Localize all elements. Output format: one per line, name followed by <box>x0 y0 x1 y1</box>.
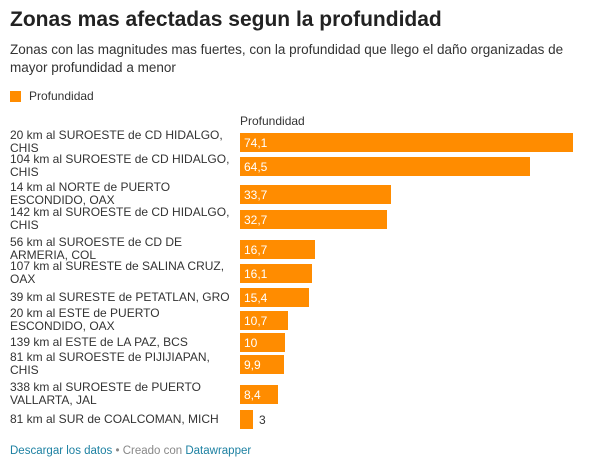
category-label: 39 km al SURESTE de PETATLAN, GRO <box>10 289 230 304</box>
category-label: 107 km al SURESTE de SALINA CRUZ, OAX <box>10 259 225 286</box>
bar-value-label: 16,1 <box>244 266 268 281</box>
bar-value-label: 3 <box>259 412 266 427</box>
bar-value-label: 64,5 <box>244 159 268 174</box>
category-label: 14 km al NORTE de PUERTO ESCONDIDO, OAX <box>10 180 171 207</box>
bar-value-label: 33,7 <box>244 187 268 202</box>
category-label: 81 km al SUR de COALCOMAN, MICH <box>10 411 219 426</box>
footer-separator: • Creado con <box>112 445 186 457</box>
bar <box>240 185 391 204</box>
bar-value-label: 9,9 <box>244 357 261 372</box>
bar <box>240 333 285 352</box>
chart-title: Zonas mas afectadas segun la profundidad <box>10 8 442 31</box>
category-label: 104 km al SUROESTE de CD HIDALGO, CHIS <box>10 152 230 179</box>
download-data-link[interactable]: Descargar los datos <box>10 445 113 457</box>
bar <box>240 264 312 283</box>
bar <box>240 385 278 404</box>
bar <box>240 210 387 229</box>
category-label: 139 km al ESTE de LA PAZ, BCS <box>10 334 188 349</box>
category-label: 338 km al SUROESTE de PUERTO VALLARTA, J… <box>10 380 201 407</box>
column-header: Profundidad <box>240 114 305 128</box>
bar-value-label: 74,1 <box>244 135 268 150</box>
bar <box>240 288 309 307</box>
datawrapper-link[interactable]: Datawrapper <box>185 445 252 457</box>
legend-label: Profundidad <box>29 89 94 103</box>
legend-swatch <box>10 90 21 102</box>
category-label: 142 km al SUROESTE de CD HIDALGO, CHIS <box>10 205 230 232</box>
chart-footer: Descargar los datos • Creado con Datawra… <box>10 445 251 457</box>
bar <box>240 410 253 429</box>
category-label: 20 km al ESTE de PUERTO ESCONDIDO, OAX <box>10 306 160 333</box>
bar <box>240 133 573 152</box>
bar <box>240 355 284 374</box>
bar <box>240 157 530 176</box>
bar-value-label: 10,7 <box>244 313 268 328</box>
category-label: 56 km al SUROESTE de CD DE ARMERIA, COL <box>10 235 183 262</box>
bar <box>240 240 315 259</box>
bar-value-label: 16,7 <box>244 242 268 257</box>
bar <box>240 311 288 330</box>
category-label: 20 km al SUROESTE de CD HIDALGO, CHIS <box>10 128 223 155</box>
bar-value-label: 8,4 <box>244 387 261 402</box>
chart-subtitle: Zonas con las magnitudes mas fuertes, co… <box>10 42 564 75</box>
bar-value-label: 15,4 <box>244 290 268 305</box>
category-label: 81 km al SUROESTE de PIJIJIAPAN, CHIS <box>10 350 210 377</box>
bar-value-label: 32,7 <box>244 212 268 227</box>
chart-legend: Profundidad <box>10 88 94 104</box>
bar-value-label: 10 <box>244 335 258 350</box>
